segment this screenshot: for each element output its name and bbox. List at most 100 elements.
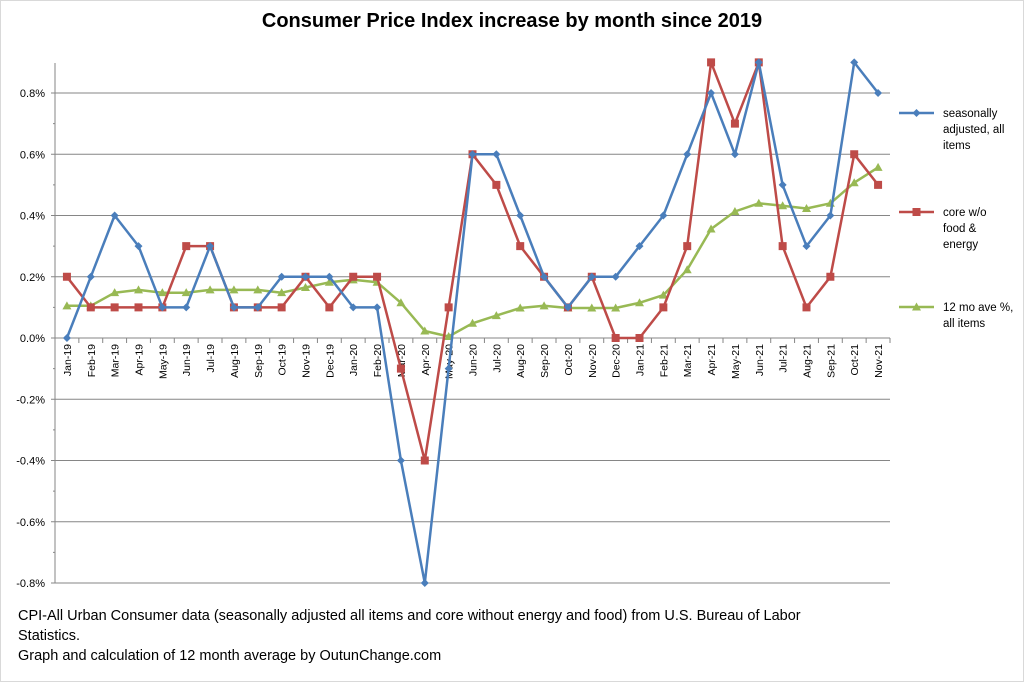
- data-point-square: [850, 150, 859, 159]
- x-tick-label: Jan-19: [62, 344, 74, 376]
- data-point-diamond: [492, 150, 501, 159]
- y-tick-label: 0.4%: [20, 211, 45, 223]
- data-point-triangle: [277, 288, 287, 297]
- footnote-line-2: Statistics.: [18, 628, 81, 644]
- data-point-triangle: [849, 178, 859, 187]
- x-tick-label: May-21: [730, 344, 742, 379]
- x-tick-label: Dec-19: [324, 344, 336, 378]
- data-point-square: [325, 303, 334, 312]
- data-point-diamond: [707, 89, 716, 97]
- data-point-triangle: [324, 277, 334, 286]
- x-tick-label: Nov-21: [873, 344, 885, 378]
- data-point-square: [659, 303, 668, 312]
- footnote-line-1: CPI-All Urban Consumer data (seasonally …: [18, 608, 801, 624]
- data-point-diamond: [874, 89, 883, 97]
- data-point-diamond: [563, 303, 572, 312]
- data-point-square: [802, 303, 811, 312]
- data-point-diamond: [110, 211, 119, 220]
- series-line: [65, 61, 880, 462]
- data-point-diamond: [540, 272, 549, 281]
- data-point-triangle: [491, 311, 501, 320]
- data-point-square: [730, 119, 739, 128]
- x-tick-label: Mar-21: [682, 344, 694, 377]
- x-tick-label: Feb-21: [658, 344, 670, 377]
- data-point-diamond: [301, 272, 310, 281]
- data-point-triangle: [611, 303, 621, 312]
- y-tick-label: -0.4%: [16, 456, 45, 468]
- data-point-triangle: [205, 285, 215, 294]
- data-point-square: [373, 272, 382, 281]
- data-point-square: [396, 364, 405, 373]
- x-tick-label: Jun-21: [754, 344, 766, 376]
- data-point-square: [516, 242, 525, 251]
- legend-marker-square: [912, 208, 921, 216]
- data-point-diamond: [730, 150, 739, 159]
- data-point-diamond: [516, 211, 525, 220]
- data-point-diamond: [802, 242, 811, 251]
- data-point-triangle: [539, 301, 549, 310]
- data-point-square: [611, 334, 620, 342]
- legend-label: seasonally: [943, 108, 998, 120]
- x-tick-label: Apr-19: [134, 344, 146, 376]
- data-point-diamond: [134, 242, 143, 251]
- data-point-square: [778, 242, 787, 251]
- x-tick-label: May-19: [157, 344, 169, 379]
- data-point-square: [874, 180, 883, 189]
- data-point-diamond: [373, 303, 382, 312]
- data-point-triangle: [62, 301, 72, 310]
- data-point-triangle: [396, 298, 406, 307]
- x-tick-label: Feb-19: [86, 344, 98, 377]
- legend-label: 12 mo ave %,: [943, 302, 1013, 314]
- legend-label: all items: [943, 318, 985, 330]
- data-point-triangle: [778, 201, 788, 210]
- x-tick-label: Sep-21: [825, 344, 837, 378]
- legend-label: adjusted, all: [943, 124, 1004, 136]
- data-point-square: [707, 58, 716, 67]
- data-point-diamond: [420, 579, 429, 587]
- data-point-diamond: [826, 211, 835, 220]
- x-tick-label: Sep-20: [539, 344, 551, 378]
- y-tick-label: -0.2%: [16, 394, 45, 406]
- y-tick-label: 0.6%: [20, 149, 45, 161]
- data-point-diamond: [754, 58, 763, 67]
- data-point-diamond: [86, 272, 95, 281]
- data-point-square: [420, 456, 429, 465]
- x-tick-label: Nov-20: [587, 344, 599, 378]
- data-point-triangle: [301, 282, 310, 291]
- data-point-triangle: [253, 285, 263, 294]
- data-point-square: [62, 272, 71, 281]
- chart-title: Consumer Price Index increase by month s…: [261, 10, 763, 32]
- data-point-diamond: [206, 242, 215, 251]
- legend-label: food &: [943, 223, 977, 235]
- x-tick-label: Apr-21: [706, 344, 718, 376]
- data-point-diamond: [62, 334, 71, 342]
- legend-marker-triangle: [912, 302, 921, 311]
- chart-footnote: CPI-All Urban Consumer data (seasonally …: [18, 606, 898, 666]
- x-tick-label: Oct-19: [277, 344, 289, 376]
- legend-label: core w/o: [943, 207, 986, 219]
- x-tick-label: Sep-19: [253, 344, 265, 378]
- data-point-diamond: [468, 150, 477, 159]
- x-tick-label: Jan-20: [348, 344, 360, 376]
- x-tick-label: Mar-19: [110, 344, 122, 377]
- legend-label: items: [943, 140, 971, 152]
- data-point-diamond: [778, 180, 787, 189]
- data-point-triangle: [706, 224, 716, 233]
- x-tick-label: Apr-20: [420, 344, 432, 376]
- x-tick-label: Jan-21: [635, 344, 647, 376]
- data-point-triangle: [730, 207, 740, 216]
- data-point-triangle: [110, 288, 120, 297]
- data-point-triangle: [873, 162, 883, 171]
- data-point-diamond: [659, 211, 668, 220]
- data-point-triangle: [658, 290, 668, 299]
- data-point-diamond: [850, 58, 859, 67]
- data-point-square: [635, 334, 644, 342]
- legend-label: energy: [943, 239, 978, 251]
- x-tick-label: Aug-19: [229, 344, 241, 378]
- data-point-triangle: [635, 298, 644, 307]
- data-point-triangle: [802, 203, 811, 212]
- x-tick-label: Nov-19: [301, 344, 313, 378]
- data-point-diamond: [683, 150, 692, 159]
- x-tick-label: Oct-21: [849, 344, 861, 376]
